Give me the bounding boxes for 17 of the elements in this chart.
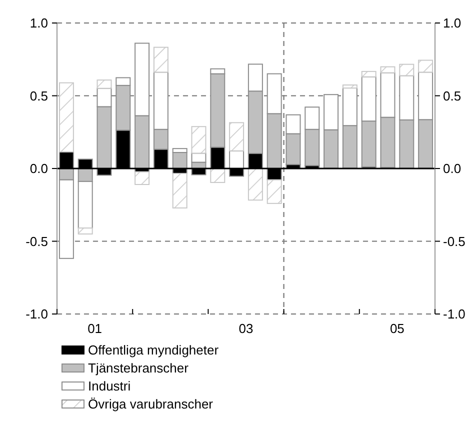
legend-label: Industri xyxy=(88,378,131,394)
y-tick-label: 1.0 xyxy=(30,16,48,31)
y2-tick-label: 0.5 xyxy=(443,88,462,104)
y-tick-label: -0.5 xyxy=(26,234,48,249)
x-tick-label: 01 xyxy=(88,321,102,336)
x-tick-label: 03 xyxy=(238,321,254,336)
legend-label: Tjänstebranscher xyxy=(88,360,190,376)
y2-tick-label: -1.0 xyxy=(443,306,466,322)
x-tick-label: 05 xyxy=(390,321,404,336)
y2-tick-label: 1.0 xyxy=(443,16,462,31)
y-tick-label: 0.0 xyxy=(30,161,48,176)
legend-label: Offentliga myndigheter xyxy=(88,342,220,358)
y-tick-label: -1.0 xyxy=(26,306,48,322)
y2-tick-label: -0.5 xyxy=(443,234,466,249)
legend-label: Övriga varubranscher xyxy=(88,396,214,412)
y2-tick-label: 0.0 xyxy=(443,161,462,176)
y-tick-label: 0.5 xyxy=(30,88,48,104)
